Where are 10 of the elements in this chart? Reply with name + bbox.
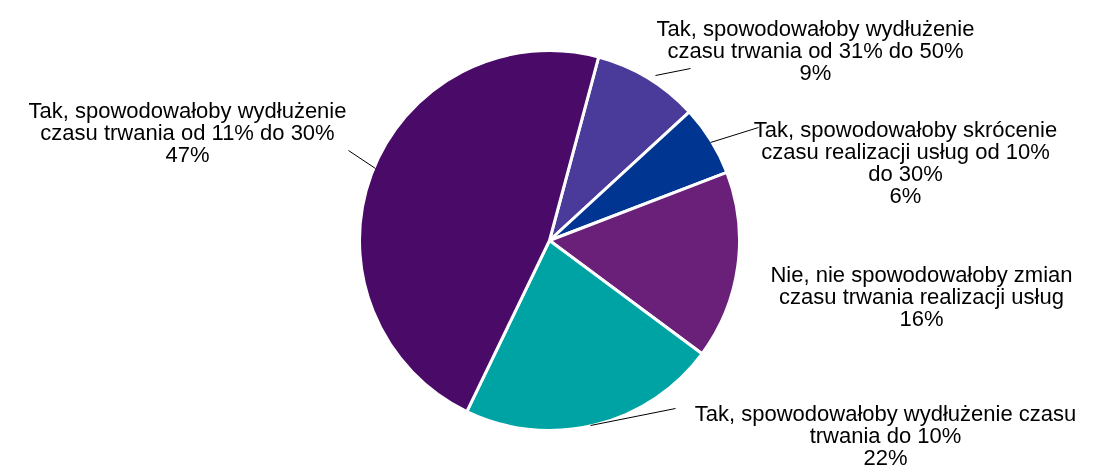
slice-label: Nie, nie spowodowałoby zmian czasu trwania realizacji usług xyxy=(770,262,1073,309)
slice-label: Tak, spowodowałoby skrócenie czasu realizacji usług od 10% do 30% xyxy=(753,117,1058,186)
slice-label: Tak, spowodowałoby wydłużenie czasu trwania od 31% do 50% xyxy=(656,16,975,63)
data-label: 6% xyxy=(889,183,922,208)
slice-label: Tak, spowodowałoby wydłużenie czasu trwania do 10% xyxy=(694,401,1077,448)
slice-label: Tak, spowodowałoby wydłużenie czasu trwania od 11% do 30% xyxy=(28,98,347,145)
data-label: 47% xyxy=(165,142,210,167)
data-label: 16% xyxy=(899,306,944,331)
data-label: 9% xyxy=(799,60,832,85)
data-label: 22% xyxy=(863,445,908,468)
